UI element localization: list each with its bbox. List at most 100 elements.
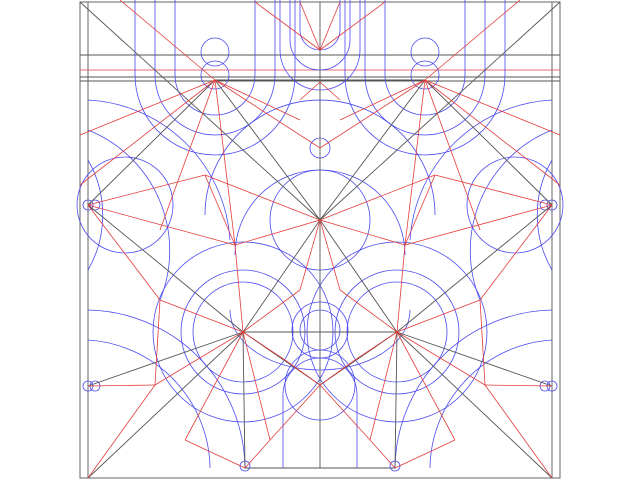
- m-ll-12: [244, 439, 271, 469]
- m-lr-10: [479, 204, 553, 301]
- hinge-15: [214, 79, 321, 221]
- m-ll-11: [184, 439, 246, 469]
- m-tl-3: [159, 79, 216, 231]
- m-tr-7: [424, 0, 521, 81]
- tr-ring-4: [364, 0, 486, 136]
- tl-ring-2: [200, 60, 230, 90]
- m-lr-11: [394, 439, 456, 469]
- m-tc-3: [299, 1, 321, 51]
- m-bc-4: [319, 384, 371, 441]
- hinge-12: [394, 331, 398, 469]
- m-lr-5: [369, 331, 398, 441]
- m-tc-2: [319, 1, 386, 51]
- hinge-8: [396, 331, 553, 387]
- right-arc-2: [469, 129, 553, 301]
- m-c-9: [87, 204, 236, 246]
- ml-arc: [87, 99, 231, 241]
- m-ll-3: [184, 331, 244, 441]
- m-lr-2: [396, 331, 486, 386]
- m-tl-2: [79, 79, 216, 186]
- m-tl-7: [119, 0, 216, 81]
- m-tr-1: [424, 79, 561, 136]
- right-side-ring: [466, 156, 564, 254]
- m-tl-4: [214, 79, 236, 246]
- m-lr-1: [396, 299, 481, 333]
- m-c-7: [87, 174, 206, 206]
- hinge-7: [87, 331, 244, 387]
- bl-arc-2: [87, 339, 211, 469]
- hinge-18: [396, 331, 553, 479]
- m-ll-7: [234, 244, 244, 333]
- tl-ring-4: [154, 0, 276, 136]
- tl-ring-3: [174, 0, 256, 116]
- tl-ring-1: [200, 37, 230, 67]
- left-arc-2: [87, 129, 171, 301]
- br-arc-1: [394, 309, 553, 469]
- hinge-2: [424, 79, 553, 206]
- m-tc-1: [254, 1, 321, 51]
- m-lr-7: [396, 244, 406, 333]
- left-arc-1: [87, 159, 104, 271]
- m-lr-12: [369, 439, 396, 469]
- edge-node-r1: [539, 199, 551, 211]
- m-c-6: [319, 219, 341, 291]
- hinge-10: [319, 219, 398, 333]
- m-c-11: [204, 174, 236, 246]
- m-ll-1: [159, 299, 244, 333]
- m-c-10: [404, 204, 553, 246]
- hinge-tr-diag: [319, 1, 561, 221]
- hinge-1: [87, 79, 216, 206]
- m-lr-9: [479, 299, 486, 386]
- m-tr-5: [339, 79, 426, 121]
- right-arc-1: [536, 159, 553, 271]
- m-lr-8: [484, 384, 553, 387]
- m-tr-4: [404, 79, 426, 246]
- hinge-9: [242, 219, 321, 333]
- m-bc-3: [269, 384, 321, 441]
- m-ll-2: [154, 331, 244, 386]
- tr-ring-5: [344, 0, 506, 156]
- hinge-11: [242, 331, 246, 469]
- tr-ring-3: [384, 0, 466, 116]
- hinge-lines: [79, 1, 561, 479]
- m-tl-1: [79, 79, 216, 136]
- m-ll-8: [87, 384, 156, 387]
- m-ll-6: [242, 331, 286, 361]
- m-lr-4: [339, 289, 398, 333]
- hinge-5: [396, 204, 553, 333]
- bl-arc-1: [87, 309, 246, 469]
- hinge-4: [87, 204, 244, 333]
- m-c-8: [434, 174, 553, 206]
- m-c-12: [404, 174, 436, 246]
- m-ll-9: [154, 299, 161, 386]
- m-ll-5: [242, 331, 271, 441]
- tl-ring-5: [134, 0, 296, 156]
- m-bc-6: [484, 384, 553, 479]
- m-ll-4: [242, 289, 301, 333]
- m-bc-2: [319, 359, 356, 386]
- m-c-2: [319, 174, 436, 221]
- m-c-3: [234, 219, 321, 246]
- left-side-ring: [76, 156, 174, 254]
- m-c-5: [299, 219, 321, 291]
- m-tc-5: [299, 81, 321, 101]
- m-tl-5: [214, 79, 301, 121]
- edge-node-l1: [82, 199, 94, 211]
- edge-node-l2: [89, 199, 101, 211]
- m-c-4: [319, 219, 406, 246]
- m-tr-2: [424, 79, 561, 186]
- mountain-creases: [79, 0, 561, 479]
- tr-ring-2: [410, 60, 440, 90]
- m-tc-4: [319, 1, 341, 51]
- m-tl-6: [214, 79, 321, 149]
- m-lr-6: [354, 331, 398, 361]
- valley-circles: [76, 0, 564, 472]
- br-arc-2: [429, 339, 553, 469]
- m-ll-10: [87, 204, 161, 301]
- m-bc-1: [284, 359, 321, 386]
- hinge-17: [87, 331, 244, 479]
- m-tr-6: [319, 79, 426, 149]
- m-c-1: [204, 174, 321, 221]
